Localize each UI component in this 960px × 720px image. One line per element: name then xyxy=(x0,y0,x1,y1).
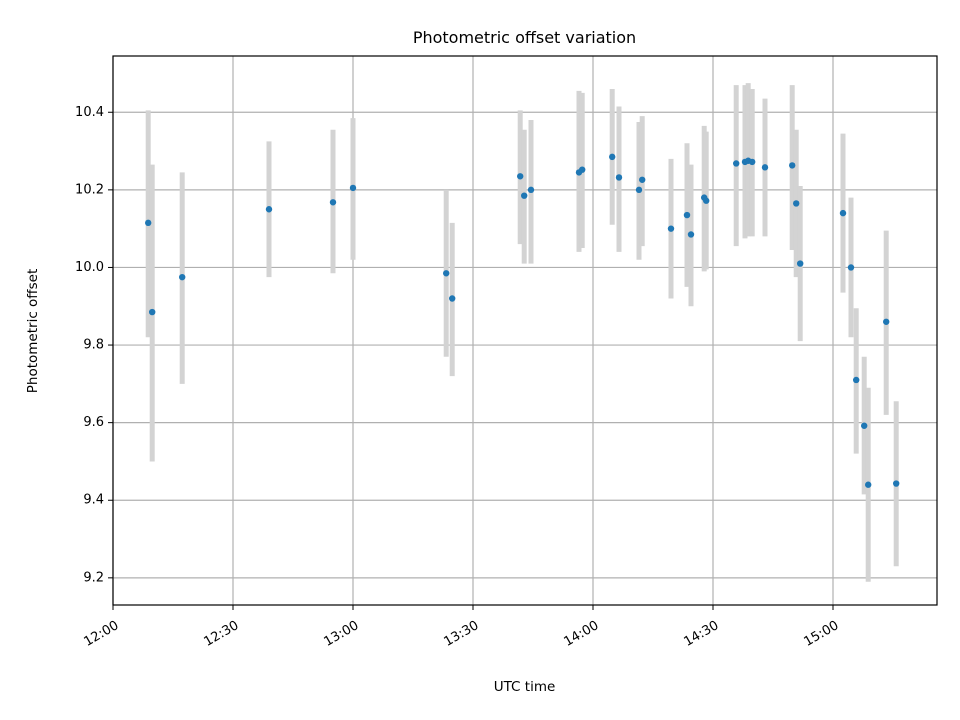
data-point xyxy=(615,174,623,181)
data-point xyxy=(635,186,643,194)
data-point xyxy=(797,260,804,267)
chart-title: Photometric offset variation xyxy=(413,28,636,47)
data-point xyxy=(667,225,675,232)
y-axis-label: Photometric offset xyxy=(25,269,41,393)
data-point xyxy=(683,211,691,219)
data-points xyxy=(145,153,900,488)
y-tick-label: 9.2 xyxy=(83,570,104,585)
y-tick-label: 9.6 xyxy=(83,415,104,430)
data-point xyxy=(527,186,535,194)
data-point xyxy=(733,160,740,167)
data-point xyxy=(149,308,156,316)
data-point xyxy=(449,295,456,302)
y-tick-label: 9.8 xyxy=(83,338,104,353)
y-axis-ticks: 9.2 9.4 9.6 9.8 10.0 10.2 10.4 xyxy=(75,105,113,585)
data-point xyxy=(883,318,890,325)
data-point xyxy=(865,481,872,488)
y-tick-label: 10.0 xyxy=(75,260,104,275)
data-point xyxy=(761,164,769,171)
data-point xyxy=(179,273,186,281)
data-point xyxy=(579,166,586,173)
x-axis-label: UTC time xyxy=(494,679,556,695)
data-point xyxy=(609,153,616,161)
data-point xyxy=(145,219,152,227)
data-point xyxy=(847,264,855,271)
data-point xyxy=(517,173,524,180)
y-tick-label: 10.2 xyxy=(75,182,104,197)
data-point xyxy=(893,480,900,487)
data-point xyxy=(861,422,868,429)
plot-frame xyxy=(112,55,938,606)
data-point xyxy=(687,231,695,238)
data-point xyxy=(265,206,273,213)
data-point xyxy=(521,192,528,199)
data-point xyxy=(793,200,800,207)
data-point xyxy=(839,209,847,217)
y-tick-label: 10.4 xyxy=(75,105,104,120)
data-point xyxy=(329,199,337,206)
data-point xyxy=(789,162,796,169)
data-point xyxy=(443,270,450,277)
y-tick-label: 9.4 xyxy=(83,493,104,508)
data-point xyxy=(639,176,646,183)
data-point xyxy=(703,197,710,204)
data-point xyxy=(853,376,860,384)
data-point xyxy=(349,184,357,192)
data-point xyxy=(749,158,756,166)
